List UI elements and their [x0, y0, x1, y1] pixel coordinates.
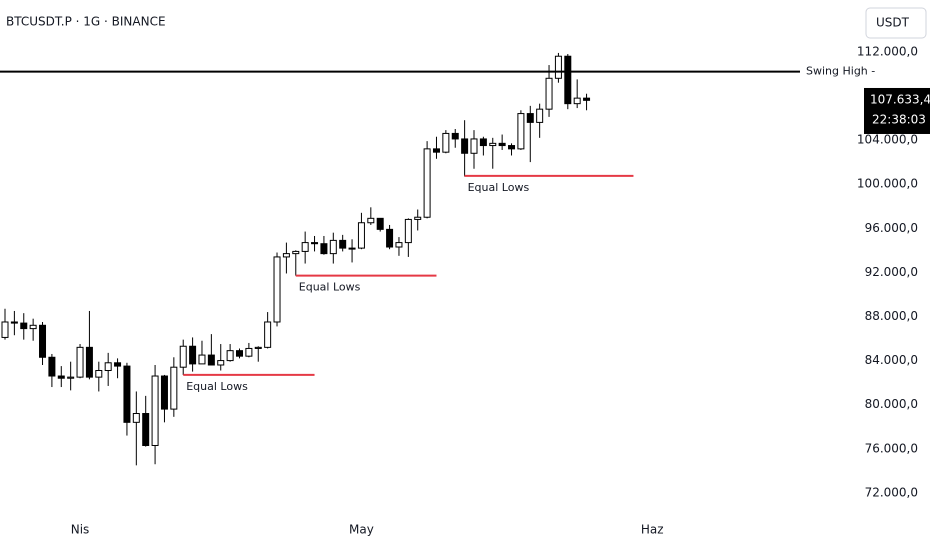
candle-body — [489, 142, 497, 147]
candle-body — [245, 347, 253, 357]
candle-body — [264, 321, 272, 348]
candle-body — [10, 321, 18, 324]
candle-body — [57, 375, 65, 379]
candle-body — [114, 362, 122, 367]
candle-body — [386, 228, 394, 248]
candle-body — [545, 77, 553, 110]
candle-body — [273, 256, 281, 323]
level-label: Equal Lows — [468, 181, 530, 194]
candle-body — [517, 113, 525, 150]
y-tick-label: 84.000,0 — [865, 353, 918, 367]
countdown: 22:38:03 — [872, 112, 926, 126]
candle-body — [479, 138, 487, 147]
candle-body — [170, 366, 178, 410]
candle-body — [395, 242, 403, 248]
level-label: Equal Lows — [299, 281, 361, 294]
y-tick-label: 112.000,0 — [857, 44, 918, 58]
candle-body — [451, 132, 459, 140]
candle-body — [376, 217, 384, 230]
candle-body — [76, 346, 84, 378]
candle-body — [311, 242, 319, 245]
candle-body — [254, 346, 262, 349]
candle-body — [198, 354, 206, 365]
candle-body — [404, 218, 412, 244]
candle-body — [123, 365, 131, 423]
currency[interactable]: USDT — [876, 16, 910, 30]
candle-body — [85, 346, 93, 378]
candle-body — [442, 132, 450, 153]
candle-body — [29, 324, 37, 330]
candle-body — [339, 239, 347, 249]
candle-body — [301, 242, 309, 252]
y-tick-label: 88.000,0 — [865, 309, 918, 323]
candle-body — [526, 113, 534, 123]
candle-body — [217, 360, 225, 366]
currency-box[interactable] — [865, 7, 927, 39]
candle-body — [1, 321, 9, 338]
candle-body — [67, 376, 75, 379]
candle-body — [39, 324, 47, 358]
x-tick-label: Haz — [641, 523, 664, 537]
x-tick-label: May — [349, 523, 374, 537]
candle-body — [160, 375, 168, 410]
candle-body — [236, 350, 243, 357]
candle-body — [564, 55, 572, 105]
candle-body — [292, 250, 300, 255]
candle-body — [142, 413, 150, 446]
candle-body — [48, 356, 56, 377]
price-label: 107.633,4 — [870, 92, 931, 106]
candle-body — [573, 97, 581, 105]
level-label: Equal Lows — [186, 380, 248, 393]
price-box — [864, 87, 930, 134]
chart-title: BTCUSDT.P · 1G · BINANCE — [6, 15, 166, 29]
y-tick-label: 72.000,0 — [865, 485, 918, 499]
candle-body — [498, 142, 506, 147]
candle-body — [320, 243, 328, 255]
candle-body — [414, 216, 422, 220]
candle-body — [461, 138, 469, 154]
level-label: Swing High - — [806, 65, 875, 78]
candle-body — [508, 145, 516, 150]
candle-body — [151, 375, 159, 446]
candle-body — [423, 148, 431, 218]
candle-body — [179, 345, 187, 368]
candle-body — [20, 322, 28, 330]
candle-body — [132, 413, 140, 423]
candle-body — [357, 222, 365, 249]
candle-body — [329, 239, 337, 255]
y-tick-label: 92.000,0 — [865, 265, 918, 279]
y-tick-label: 100.000,0 — [857, 177, 918, 191]
candle-body — [583, 97, 591, 101]
y-tick-label: 104.000,0 — [857, 133, 918, 147]
candle-body — [348, 247, 356, 250]
x-tick-label: Nis — [71, 523, 90, 537]
candle-body — [470, 138, 478, 154]
candle-body — [226, 350, 234, 362]
candle-body — [104, 362, 112, 372]
y-tick-label: 96.000,0 — [865, 221, 918, 235]
candle-body — [536, 108, 544, 123]
candle-body — [282, 253, 290, 258]
y-tick-label: 80.000,0 — [865, 397, 918, 411]
candle-body — [432, 148, 440, 153]
candle-body — [189, 345, 197, 365]
candle-body — [367, 217, 375, 224]
candle-body — [554, 55, 562, 79]
candle-body — [207, 354, 215, 366]
candle-body — [95, 370, 103, 378]
y-tick-label: 76.000,0 — [865, 441, 918, 455]
